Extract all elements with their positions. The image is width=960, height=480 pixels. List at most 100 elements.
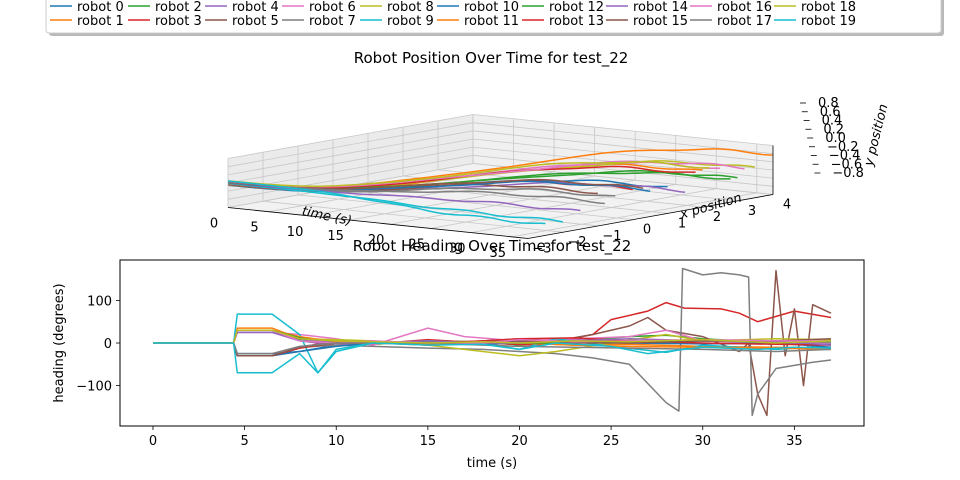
grid-line bbox=[227, 146, 774, 192]
legend-item: robot 13 bbox=[522, 14, 604, 29]
time-tick-label: 15 bbox=[327, 229, 344, 244]
heading-x-tick-label: 5 bbox=[240, 434, 248, 449]
x-tick-label: 3 bbox=[748, 204, 756, 219]
y-tick-label: 0.2 bbox=[823, 122, 844, 137]
legend-item: robot 7 bbox=[282, 14, 356, 29]
heading-x-tick-label: 30 bbox=[694, 434, 711, 449]
legend-label: robot 15 bbox=[633, 14, 688, 29]
heading-y-tick-label: 0 bbox=[104, 337, 112, 352]
grid-line bbox=[227, 154, 774, 200]
time-tick-label: 20 bbox=[368, 233, 385, 248]
position-series-line bbox=[228, 160, 710, 187]
legend-label: robot 11 bbox=[464, 14, 519, 29]
legend-item: robot 4 bbox=[205, 0, 279, 15]
legend-item: robot 9 bbox=[360, 14, 434, 29]
time-tick-label: 5 bbox=[250, 221, 258, 236]
heading-plot: Robot Heading Over Time for test_22 0 5 10… bbox=[52, 237, 865, 471]
heading-x-axis-label: time (s) bbox=[467, 456, 517, 471]
heading-x-tick-label: 20 bbox=[511, 434, 528, 449]
heading-x-tick-label: 35 bbox=[786, 434, 803, 449]
y-tick-label: −0.6 bbox=[831, 157, 863, 172]
y-tick-label: 0.8 bbox=[818, 96, 839, 111]
legend-item: robot 8 bbox=[360, 0, 434, 15]
legend-item: robot 17 bbox=[690, 14, 772, 29]
time-tick-label: 0 bbox=[210, 216, 218, 231]
legend-label: robot 9 bbox=[387, 14, 434, 29]
heading-series-line bbox=[153, 329, 832, 344]
legend-item: robot 14 bbox=[606, 0, 688, 15]
time-tick-label: 10 bbox=[287, 225, 304, 240]
time-axis-line bbox=[227, 207, 529, 239]
y-tick-label: 0.4 bbox=[822, 114, 843, 129]
position-y-axis-label: y position bbox=[861, 103, 891, 169]
legend-item: robot 10 bbox=[437, 0, 519, 15]
legend-item: robot 16 bbox=[690, 0, 772, 15]
heading-x-tick-label: 25 bbox=[603, 434, 620, 449]
legend-label: robot 6 bbox=[309, 0, 356, 15]
legend-label: robot 19 bbox=[801, 14, 856, 29]
grid-line bbox=[227, 138, 774, 184]
legend-item: robot 19 bbox=[774, 14, 856, 29]
x-tick-label: 4 bbox=[783, 197, 791, 212]
x-axis-line bbox=[527, 194, 774, 239]
legend-label: robot 3 bbox=[155, 14, 202, 29]
pane-floor bbox=[228, 163, 773, 239]
x-tick-label: −1 bbox=[602, 229, 621, 244]
time-tick-label: 30 bbox=[449, 242, 466, 257]
legend-item: robot 18 bbox=[774, 0, 856, 15]
legend-label: robot 16 bbox=[717, 0, 772, 15]
time-tick-label: 35 bbox=[490, 246, 507, 261]
x-tick-label: 0 bbox=[643, 223, 651, 238]
legend-item: robot 3 bbox=[128, 14, 202, 29]
y-tick-label: −0.8 bbox=[832, 166, 864, 181]
legend-frame bbox=[45, 0, 942, 34]
legend-label: robot 13 bbox=[549, 14, 604, 29]
heading-y-axis-label: heading (degrees) bbox=[52, 283, 67, 402]
x-tick-label: −2 bbox=[567, 235, 586, 250]
x-tick-label: −3 bbox=[532, 241, 551, 256]
y-tick-label: 0.6 bbox=[820, 105, 841, 120]
legend-item: robot 0 bbox=[50, 0, 124, 15]
grid-line bbox=[227, 130, 774, 176]
legend-item: robot 11 bbox=[437, 14, 519, 29]
y-tick-label: −0.2 bbox=[827, 140, 859, 155]
legend-label: robot 0 bbox=[77, 0, 124, 15]
position-plot-title: Robot Position Over Time for test_22 bbox=[354, 49, 629, 68]
position-series-line bbox=[228, 180, 546, 225]
heading-x-tick-label: 0 bbox=[149, 434, 157, 449]
legend-label: robot 18 bbox=[801, 0, 856, 15]
legend-label: robot 10 bbox=[464, 0, 519, 15]
legend-label: robot 2 bbox=[155, 0, 202, 15]
legend-label: robot 1 bbox=[77, 14, 124, 29]
legend-label: robot 12 bbox=[549, 0, 604, 15]
legend-label: robot 5 bbox=[232, 14, 279, 29]
legend-item: robot 15 bbox=[606, 14, 688, 29]
legend-label: robot 4 bbox=[232, 0, 279, 15]
grid-line bbox=[227, 122, 774, 168]
legend-item: robot 6 bbox=[282, 0, 356, 15]
x-tick-label: 2 bbox=[713, 210, 721, 225]
y-tick-label: −0.4 bbox=[829, 149, 861, 164]
heading-x-tick-label: 15 bbox=[420, 434, 437, 449]
position-plot-3d: Robot Position Over Time for test_22 0 5 1… bbox=[210, 49, 892, 261]
legend-label: robot 17 bbox=[717, 14, 772, 29]
heading-series-line bbox=[153, 342, 832, 374]
position-series-line bbox=[228, 182, 564, 223]
time-tick-label: 25 bbox=[408, 237, 425, 252]
heading-plot-title: Robot Heading Over Time for test_22 bbox=[353, 237, 632, 256]
heading-x-tick-label: 10 bbox=[328, 434, 345, 449]
legend-item: robot 2 bbox=[128, 0, 202, 15]
heading-y-tick-label: −100 bbox=[76, 380, 112, 395]
legend-item: robot 12 bbox=[522, 0, 604, 15]
legend-label: robot 14 bbox=[633, 0, 688, 15]
y-tick-label: 0.0 bbox=[825, 131, 846, 146]
grid-line bbox=[227, 163, 774, 208]
legend-item: robot 5 bbox=[205, 14, 279, 29]
grid-line bbox=[227, 114, 774, 159]
x-tick-label: 1 bbox=[678, 216, 686, 231]
heading-y-tick-label: 100 bbox=[87, 294, 112, 309]
legend-item: robot 1 bbox=[50, 14, 124, 29]
legend-label: robot 8 bbox=[387, 0, 434, 15]
